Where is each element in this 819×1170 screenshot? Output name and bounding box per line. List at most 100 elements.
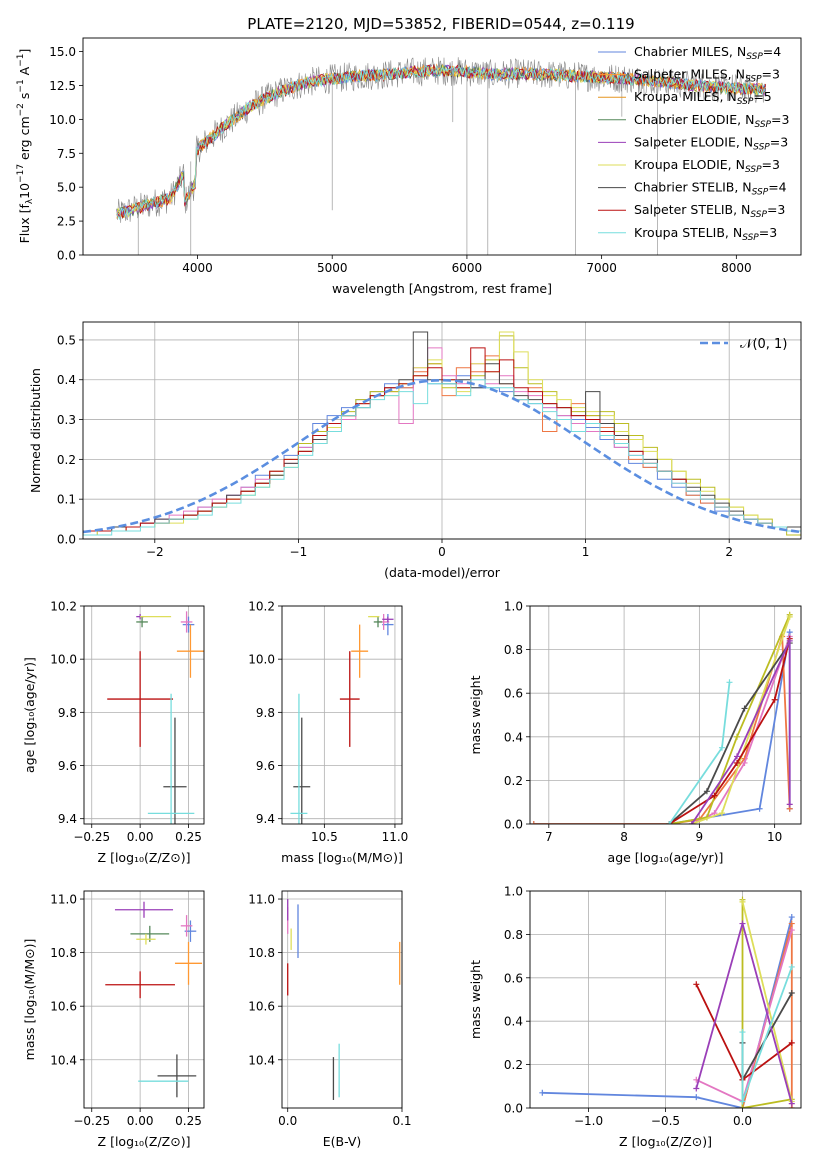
weight-vs-age-x-tick-label: 8 (620, 830, 628, 844)
age-vs-z-y-tick-label: 9.8 (58, 706, 77, 720)
residuals-y-tick-label: 0.3 (57, 413, 76, 427)
spectrum-x-tick-label: 4000 (182, 261, 213, 275)
mass-vs-z-x-tick-label: 0.25 (175, 1114, 202, 1128)
spectrum-title: PLATE=2120, MJD=53852, FIBERID=0544, z=0… (247, 15, 634, 33)
spectrum-y-tick-label: 7.5 (57, 147, 76, 161)
legend-subscript: SSP (746, 52, 763, 62)
residuals-xlabel: (data-model)/error (384, 565, 501, 580)
mass-vs-ebv-x-tick-label: 0.1 (392, 1114, 411, 1128)
weight-line (741, 901, 793, 1102)
weight-marker (718, 810, 725, 817)
legend-label: Chabrier ELODIE, NSSP=3 (634, 112, 789, 130)
legend-subscript: SSP (753, 142, 770, 152)
mass-vs-z-x-tick-label: 0.00 (127, 1114, 154, 1128)
mass-vs-z-ylabel: mass [log₁₀(M/M⊙)] (22, 939, 37, 1061)
weight-vs-age-x-tick-label: 9 (696, 830, 704, 844)
residuals-x-tick-label: −2 (146, 545, 164, 559)
weight-marker (786, 801, 793, 808)
normal-curve (83, 378, 801, 534)
spectrum-y-tick-label: 15.0 (49, 45, 76, 59)
legend-subscript: SSP (754, 120, 771, 130)
weight-vs-z-y-tick-label: 0.6 (504, 971, 523, 985)
weight-marker (739, 1105, 746, 1108)
residual-histograms (83, 331, 801, 539)
weight-vs-age-lines (530, 611, 793, 824)
legend-subscript: SSP (742, 233, 759, 243)
weight-vs-age-y-tick-label: 1.0 (504, 600, 523, 614)
mass-vs-z-y-tick-label: 10.8 (50, 946, 77, 960)
spectrum-axes: 4000 5000 6000 7000 8000 0.0 2.5 5.0 7.5 10.0 12.5… (49, 45, 751, 296)
weight-vs-z-x-tick-label: −0.5 (651, 1114, 680, 1128)
mass-vs-z-xlabel: Z [log₁₀(Z/Z⊙)] (98, 1134, 191, 1149)
weight-line (741, 899, 792, 1108)
mass-vs-ebv-x-tick-label: 0.0 (278, 1114, 297, 1128)
mass-vs-z-y-tick-label: 11.0 (50, 893, 77, 907)
age-vs-mass-x-tick-label: 10.5 (311, 830, 338, 844)
weight-vs-age-y-tick-label: 0.8 (504, 643, 523, 657)
age-vs-mass-y-tick-label: 10.2 (248, 600, 275, 614)
spectrum-y-tick-label: 10.0 (49, 113, 76, 127)
residual-legend: 𝒩(0, 1) (700, 337, 787, 352)
mass-vs-ebv-xlabel: E(B-V) (323, 1134, 362, 1149)
mass-vs-z-y-tick-label: 10.4 (50, 1053, 77, 1067)
weight-vs-z-lines (539, 896, 795, 1108)
weight-vs-age-y-tick-label: 0.4 (504, 730, 523, 744)
weight-marker (771, 696, 778, 703)
legend-value: =3 (762, 67, 780, 82)
weight-marker (693, 981, 700, 988)
weight-vs-age-frame (529, 605, 802, 825)
spectrum-series-line (116, 65, 766, 218)
weight-marker (539, 1089, 546, 1096)
age-vs-z-x-tick-label: 0.25 (175, 830, 202, 844)
residuals-x-tick-label: 2 (725, 545, 733, 559)
legend-label: Chabrier MILES, NSSP=4 (634, 44, 781, 62)
spectrum-lines (116, 56, 767, 255)
mass-vs-z-x-tick-label: −0.25 (73, 1114, 110, 1128)
weight-marker (734, 759, 741, 766)
weight-vs-z-y-tick-label: 0.0 (504, 1102, 523, 1116)
legend-label: Salpeter ELODIE, NSSP=3 (634, 134, 788, 152)
spectrum-y-tick-label: 12.5 (49, 79, 76, 93)
weight-vs-z-x-tick-label: −1.0 (574, 1114, 603, 1128)
weight-marker (788, 963, 795, 970)
legend-subscript: SSP (745, 75, 762, 85)
weight-line (668, 642, 791, 824)
legend-label: Salpeter STELIB, NSSP=3 (634, 202, 785, 220)
legend-value: =3 (759, 225, 777, 240)
mass-vs-ebv-y-tick-label: 10.4 (248, 1053, 275, 1067)
weight-marker (756, 805, 763, 812)
residuals-y-tick-label: 0.5 (57, 333, 76, 347)
spectrum-xlabel: wavelength [Angstrom, rest frame] (332, 281, 552, 296)
residual-histogram-step (83, 379, 801, 539)
legend-value: =3 (762, 157, 780, 172)
mass-vs-z-errorbars (105, 901, 203, 1098)
weight-vs-age-y-tick-label: 0.2 (504, 774, 523, 788)
age-vs-z-y-tick-label: 9.6 (58, 759, 77, 773)
age-vs-z-xlabel: Z [log₁₀(Z/Z⊙)] (98, 850, 191, 865)
legend-value: =3 (770, 134, 788, 149)
weight-marker (739, 1029, 746, 1036)
legend-subscript: SSP (745, 165, 762, 175)
legend-value: =5 (753, 89, 771, 104)
age-vs-mass-y-tick-label: 10.0 (248, 653, 275, 667)
weight-marker (788, 1039, 795, 1046)
spectrum-frame (82, 37, 802, 256)
weight-line (691, 640, 791, 824)
age-vs-z-errorbars (107, 611, 204, 824)
legend-value: =3 (771, 112, 789, 127)
mass-vs-ebv-y-tick-label: 11.0 (248, 893, 275, 907)
weight-vs-age-x-tick-label: 10 (767, 830, 782, 844)
residuals-x-tick-label: 0 (438, 545, 446, 559)
weight-vs-age-ylabel: mass weight (468, 675, 483, 754)
age-vs-mass-y-tick-label: 9.8 (256, 706, 275, 720)
mass-vs-ebv-errorbars (287, 899, 401, 1100)
residuals-ylabel: Normed distribution (28, 368, 43, 493)
legend-value: =4 (768, 180, 786, 195)
weight-vs-z-frame (529, 890, 802, 1109)
weight-marker (703, 788, 710, 795)
residuals-x-tick-label: 1 (582, 545, 590, 559)
legend-subscript: SSP (750, 210, 767, 220)
weight-vs-z-axes: −1.0 −0.5 0.0 0.0 0.2 0.4 0.6 0.8 1.0 Z [log₁₀(Z/… (468, 885, 801, 1149)
weight-vs-age-x-tick-label: 7 (545, 830, 553, 844)
